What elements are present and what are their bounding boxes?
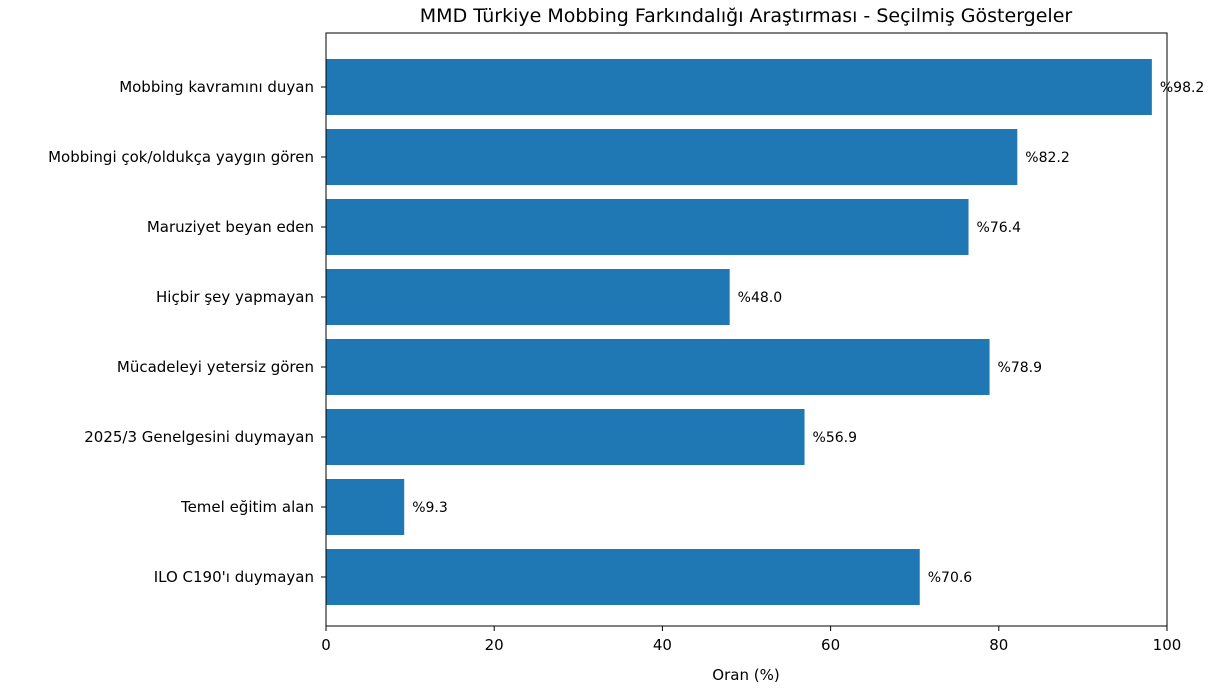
chart-title: MMD Türkiye Mobbing Farkındalığı Araştır…	[420, 5, 1073, 27]
category-label: 2025/3 Genelgesini duymayan	[84, 428, 314, 446]
plot-frame	[325, 32, 1168, 627]
x-tick-label: 40	[653, 636, 672, 654]
category-label: Temel eğitim alan	[180, 498, 314, 516]
value-label: %76.4	[977, 220, 1022, 236]
value-label: %98.2	[1160, 80, 1204, 96]
x-tick-label: 60	[821, 636, 840, 654]
bar	[326, 269, 730, 325]
bars-group	[326, 59, 1152, 605]
bar	[326, 549, 920, 605]
category-label: Hiçbir şey yapmayan	[156, 288, 314, 306]
x-tick-label: 20	[485, 636, 504, 654]
bar	[326, 479, 405, 535]
value-label: %82.2	[1025, 150, 1069, 166]
value-label: %70.6	[928, 570, 973, 586]
bar	[326, 409, 805, 465]
bar	[326, 339, 990, 395]
x-axis-label: Oran (%)	[712, 666, 779, 684]
category-labels-group: Mobbing kavramını duyan Mobbingi çok/oldu…	[48, 78, 326, 586]
bar	[326, 199, 969, 255]
category-label: Mücadeleyi yetersiz gören	[117, 358, 314, 376]
category-label: Mobbingi çok/oldukça yaygın gören	[48, 148, 314, 166]
x-tick-label: 80	[989, 636, 1008, 654]
x-ticks-group: 0 20 40 60 80 100	[321, 626, 1181, 654]
category-label: Mobbing kavramını duyan	[119, 78, 314, 96]
x-tick-label: 100	[1153, 636, 1182, 654]
category-label: ILO C190'ı duymayan	[154, 568, 314, 586]
value-label: %9.3	[412, 500, 448, 516]
value-labels-group: %98.2 %82.2 %76.4 %48.0 %78.9 %56.9 %9.3 %70.6	[412, 80, 1204, 586]
value-label: %78.9	[998, 360, 1042, 376]
bar	[326, 129, 1018, 185]
bar	[326, 59, 1152, 115]
category-label: Maruziyet beyan eden	[147, 218, 314, 236]
x-tick-label: 0	[321, 636, 331, 654]
value-label: %48.0	[738, 290, 782, 306]
value-label: %56.9	[813, 430, 857, 446]
